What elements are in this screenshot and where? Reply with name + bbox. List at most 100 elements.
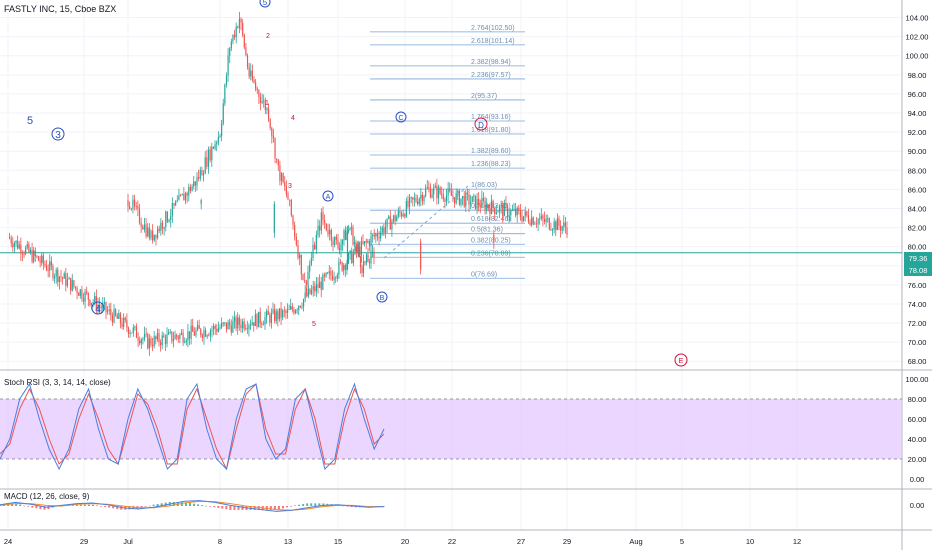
candle-body	[285, 311, 287, 313]
candle-body	[39, 260, 41, 263]
candle-body	[439, 187, 441, 194]
candle-body	[138, 208, 141, 223]
macd-hist-bar	[281, 506, 284, 509]
candle-body	[514, 208, 517, 216]
candlesticks[interactable]	[9, 11, 568, 356]
candle-body	[397, 210, 399, 217]
candle-body	[269, 119, 271, 128]
wave-label-A: A	[326, 194, 331, 201]
price-tick: 102.00	[906, 33, 929, 42]
macd-hist-bar	[237, 506, 240, 510]
chart-title: FASTLY INC, 15, Cboe BZX	[4, 4, 116, 14]
candle-body	[163, 227, 165, 229]
candle-body	[555, 221, 557, 231]
candle-body	[41, 255, 43, 263]
candle-body	[153, 336, 155, 347]
candle-body	[119, 313, 122, 324]
candle-body	[324, 220, 326, 224]
candle-body	[370, 236, 372, 247]
candle-body	[378, 236, 380, 239]
candle-body	[335, 236, 337, 240]
macd-hist-bar	[15, 503, 18, 506]
candle-body	[484, 201, 486, 211]
fib-extension[interactable]: 2.764(102.50) 2.618(101.14) 2.382(98.94) 2.…	[370, 25, 525, 279]
candle-body	[137, 206, 139, 209]
candle-body	[408, 197, 411, 207]
candle-body	[420, 194, 422, 199]
candle-body	[106, 311, 109, 312]
price-tick: 96.00	[908, 90, 927, 99]
candle-body	[21, 253, 24, 255]
candle-body	[140, 222, 142, 227]
macd-hist-bar	[294, 505, 297, 507]
candle-body	[556, 218, 558, 231]
candle-body	[214, 326, 216, 329]
price-tick: 104.00	[906, 14, 929, 23]
candle-body	[92, 302, 94, 303]
macd-hist-bar	[306, 503, 309, 506]
candle-body	[429, 187, 432, 198]
candle-body	[329, 229, 331, 235]
candle-body	[445, 194, 448, 202]
candle-body	[206, 335, 208, 337]
candle-body	[315, 235, 317, 250]
horizontal-grid	[0, 17, 902, 362]
time-tick: Aug	[629, 537, 642, 546]
macd-hist-bar	[43, 506, 46, 510]
macd-hist-bar	[193, 503, 196, 506]
candle-body	[497, 211, 499, 213]
candle-body	[470, 202, 472, 205]
candle-body	[256, 314, 258, 328]
candle-body	[142, 226, 144, 230]
candle-body	[341, 239, 344, 245]
candle-body	[251, 322, 253, 326]
candle-body	[295, 236, 297, 245]
price-tick: 80.00	[908, 243, 927, 252]
candle-body	[166, 334, 168, 344]
candle-body	[349, 250, 351, 254]
candle-body	[434, 185, 436, 188]
candle-body	[510, 210, 512, 216]
candle-body	[558, 218, 560, 226]
candle-body	[358, 247, 360, 257]
price-tick: 82.00	[908, 224, 927, 233]
candle-body	[346, 231, 348, 240]
candle-body	[277, 159, 279, 166]
macd-hist-bar	[23, 505, 26, 507]
time-axis[interactable]: 24 29 Jul 8 13 15 20 22 27 29 Aug 5 10 12	[4, 537, 801, 546]
candle-body	[237, 26, 239, 28]
candle-body	[179, 195, 182, 196]
macd-hist-bar	[273, 506, 276, 510]
candle-body	[331, 275, 334, 280]
candle-body	[158, 333, 160, 343]
candle-body	[368, 262, 371, 264]
candle-body	[25, 247, 27, 254]
candle-body	[272, 309, 274, 313]
candle-body	[291, 306, 293, 310]
wave-label-red-2: 2	[266, 33, 270, 40]
candle-body	[547, 218, 549, 220]
projection-trendline[interactable]	[383, 185, 469, 259]
candle-body	[148, 338, 150, 349]
wave-labels[interactable]: 5 5 3 4 A B C D E 2 1 4 3 5	[27, 0, 688, 367]
wave-label-circle	[51, 127, 65, 141]
candle-body	[132, 199, 134, 209]
candle-body	[79, 289, 81, 296]
candle-body	[222, 322, 224, 324]
macd-hist-bar	[96, 505, 99, 507]
candle-body	[202, 173, 205, 176]
candle-body	[193, 331, 195, 336]
candle-body	[173, 203, 175, 206]
macd-hist-bar	[205, 505, 208, 507]
candle-body	[140, 339, 142, 344]
candle-body	[355, 247, 358, 253]
candle-body	[516, 207, 518, 216]
macd-hist-bar	[164, 502, 167, 506]
candle-body	[441, 193, 443, 195]
candle-body	[195, 330, 197, 336]
macd-hist-bar	[144, 506, 147, 507]
candle-body	[492, 200, 494, 208]
price-tick: 84.00	[908, 204, 927, 213]
candle-body	[539, 218, 541, 220]
